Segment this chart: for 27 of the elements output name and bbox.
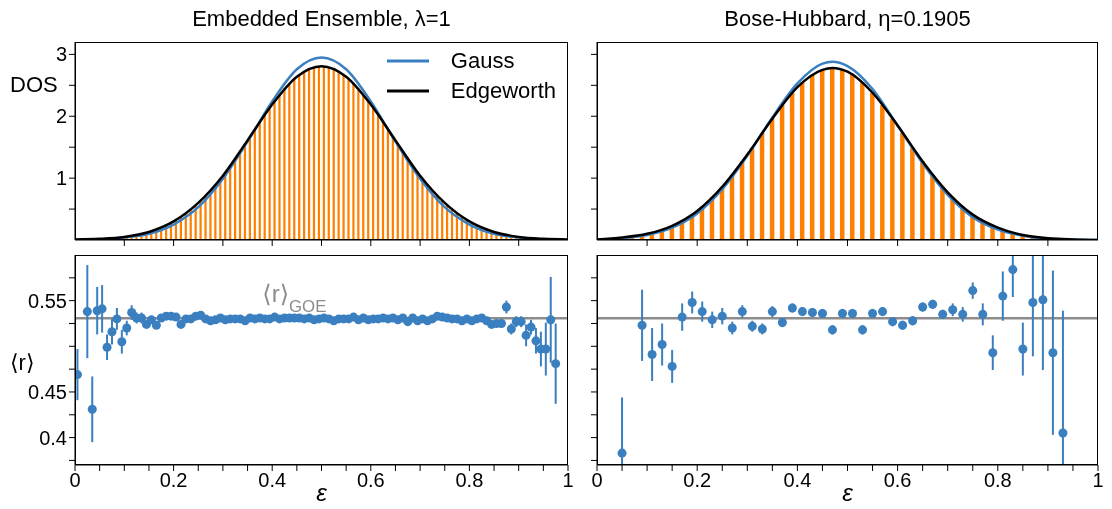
x-axis-title: ε	[841, 479, 854, 507]
y-tick-label: 0.55	[28, 289, 67, 312]
x-tick-label: 0.2	[683, 469, 712, 492]
y-tick-label: 0.45	[28, 381, 67, 404]
y-tick-label: 0.4	[39, 426, 67, 449]
ref-line-label: ⟨r⟩$_{GOE}$	[262, 280, 327, 316]
x-tick-label: 0	[69, 469, 81, 492]
x-tick-label: 1	[562, 469, 574, 492]
legend-label: Gauss	[450, 47, 515, 75]
x-tick-label: 0.4	[783, 469, 812, 492]
y-tick-label: 1	[55, 167, 67, 190]
x-tick-label: 0.8	[455, 469, 484, 492]
x-tick-label: 0	[591, 469, 603, 492]
x-tick-label: 0.8	[983, 469, 1012, 492]
chart-title: Embedded Ensemble, λ=1	[191, 6, 452, 32]
legend-label: Edgeworth	[450, 77, 556, 105]
chart-title: Bose-Hubbard, η=0.1905	[723, 6, 972, 32]
y-axis-title: ⟨r⟩	[10, 350, 35, 376]
x-tick-label: 1	[1092, 469, 1104, 492]
x-tick-label: 0.6	[356, 469, 385, 492]
y-axis-title: DOS	[10, 72, 58, 98]
x-tick-label: 0.6	[883, 469, 912, 492]
x-axis-title: ε	[315, 479, 328, 507]
x-tick-label: 0.4	[258, 469, 287, 492]
y-tick-label: 2	[55, 105, 67, 128]
x-tick-label: 0.2	[159, 469, 188, 492]
y-tick-label: 3	[55, 43, 67, 66]
